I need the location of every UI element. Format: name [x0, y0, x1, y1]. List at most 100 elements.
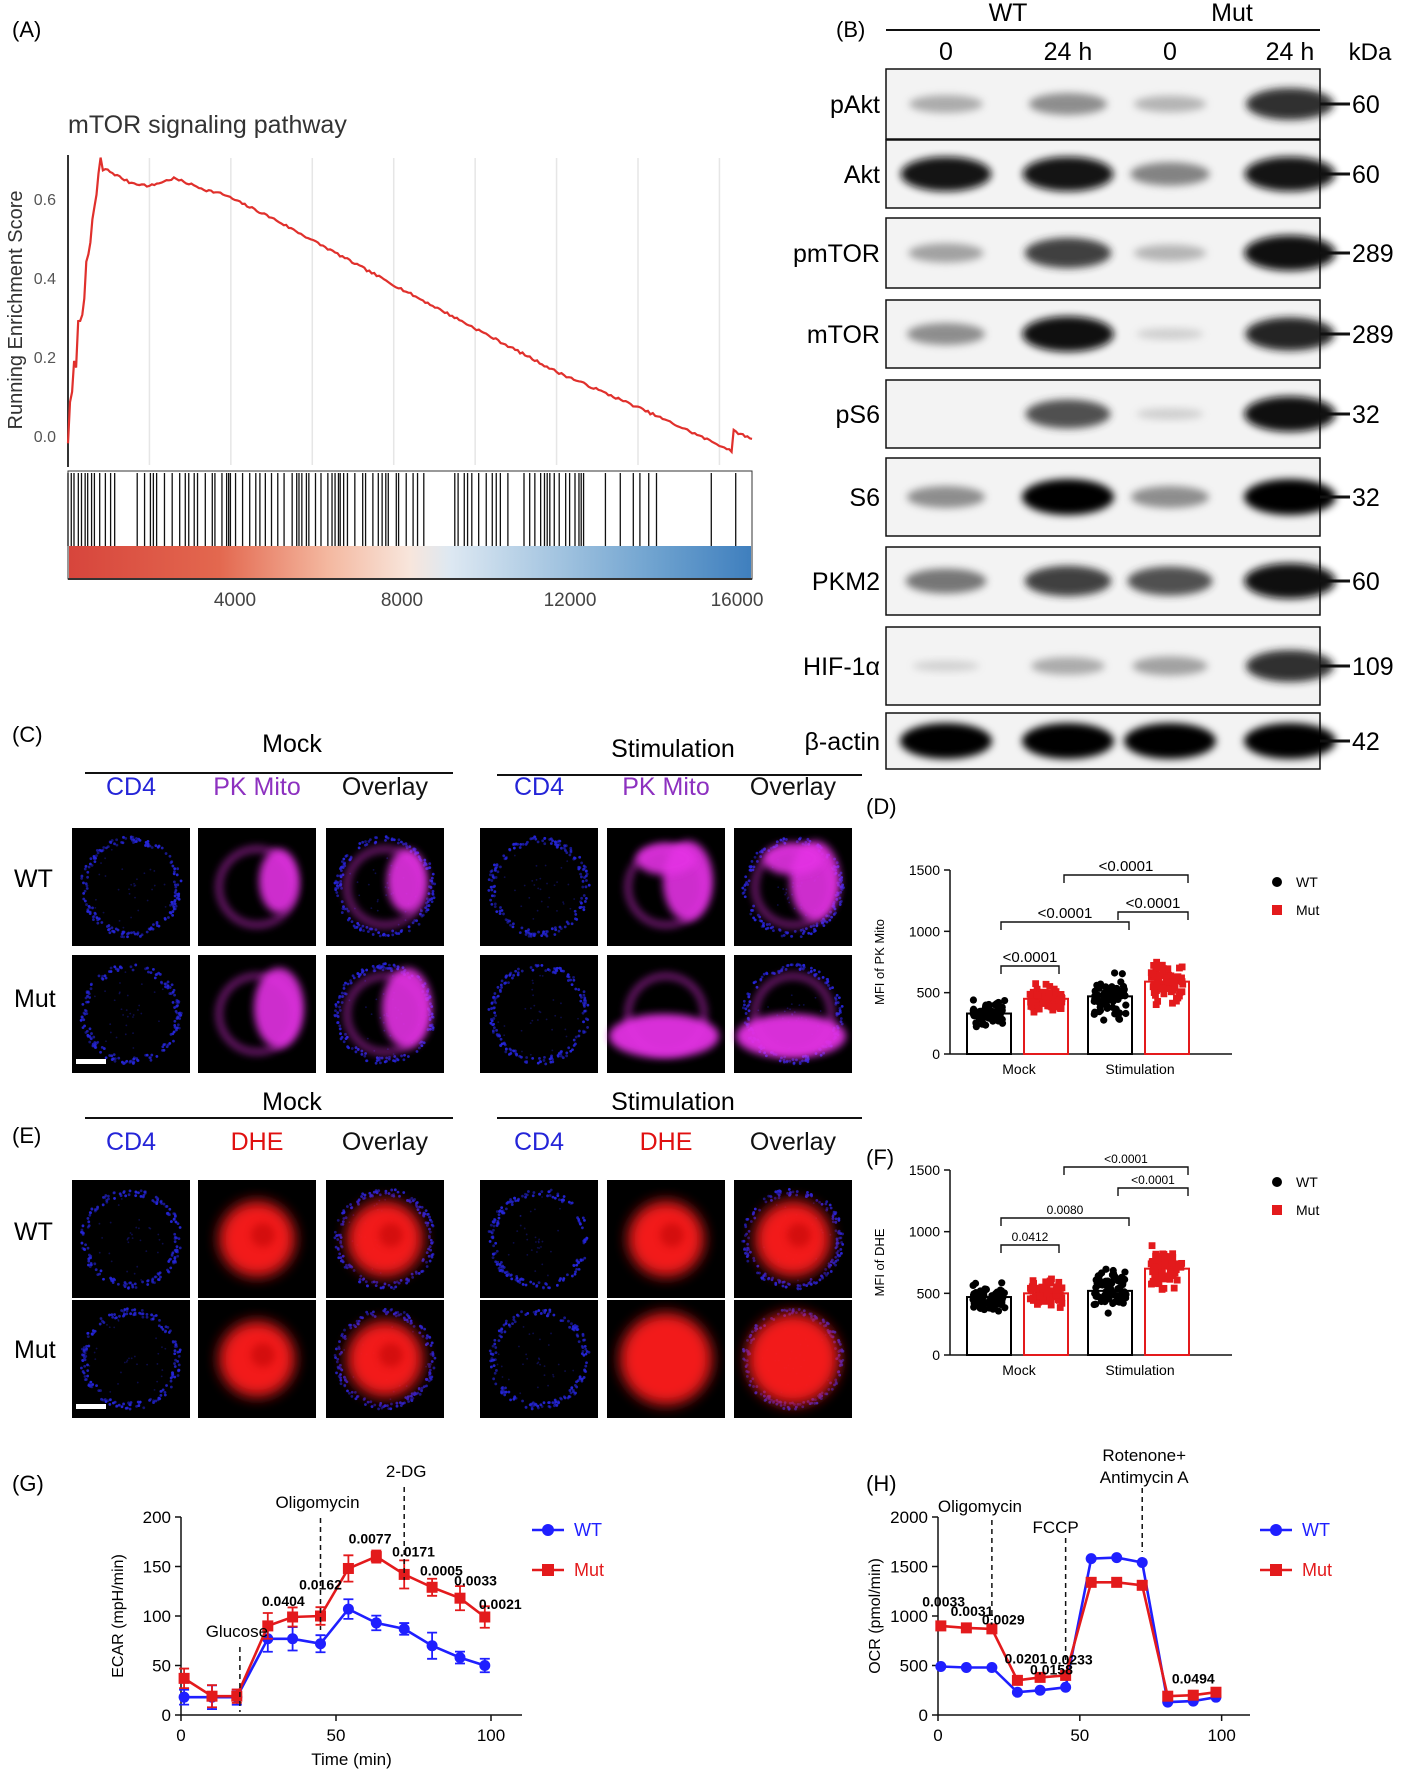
cd4-speck — [767, 1194, 771, 1198]
channel-label: Overlay — [342, 773, 429, 801]
cd4-speck — [817, 970, 821, 974]
cd4-speck — [788, 1059, 792, 1063]
cd4-speck — [788, 1192, 792, 1196]
cd4-speck — [349, 1203, 353, 1206]
cd4-speck — [521, 842, 525, 846]
cd4-speck — [112, 1401, 115, 1405]
cd4-speck — [125, 1309, 129, 1313]
cd4-speck — [368, 927, 372, 931]
cd4-speck — [137, 1191, 140, 1195]
cd4-speck — [125, 1009, 128, 1012]
cd4-speck — [136, 1265, 139, 1268]
cd4-speck — [396, 1310, 400, 1314]
cd4-speck — [117, 1056, 121, 1060]
cd4-speck — [793, 907, 796, 910]
cd4-speck — [372, 868, 375, 871]
data-point — [985, 1000, 993, 1009]
cd4-speck — [83, 1024, 86, 1028]
cd4-speck — [559, 1319, 563, 1323]
cd4-speck — [335, 1013, 339, 1017]
cd4-speck — [580, 896, 584, 900]
data-point — [1051, 1003, 1058, 1011]
cd4-speck — [487, 878, 491, 882]
legend-label: Mut — [574, 1560, 604, 1580]
cd4-speck — [345, 1380, 349, 1384]
data-point — [1158, 1285, 1166, 1293]
cd4-speck — [532, 1310, 536, 1314]
cd4-speck — [84, 1243, 87, 1247]
cd4-speck — [140, 1308, 144, 1312]
cd4-speck — [569, 907, 572, 910]
data-point — [990, 1015, 998, 1023]
cd4-speck — [493, 863, 496, 867]
cd4-speck — [544, 969, 548, 973]
cd4-speck — [177, 1368, 181, 1372]
cd4-speck — [129, 1401, 133, 1404]
cd4-speck — [550, 1332, 552, 1335]
cd4-speck — [745, 1370, 749, 1373]
cd4-speck — [515, 1053, 519, 1057]
cd4-speck — [122, 1190, 126, 1193]
cd4-speck — [171, 900, 175, 904]
cd4-speck — [80, 1228, 84, 1232]
cd4-speck — [497, 1339, 501, 1343]
cd4-speck — [95, 898, 97, 901]
cd4-speck — [378, 1404, 382, 1407]
cd4-speck — [146, 842, 150, 846]
cd4-speck — [516, 1230, 519, 1233]
cd4-speck — [395, 932, 399, 935]
mito-cluster — [609, 1014, 719, 1058]
data-point — [1033, 991, 1041, 999]
dhe-group-stimulation: Stimulation — [611, 1088, 735, 1116]
cd4-speck — [825, 1207, 829, 1210]
blot-protein-label: pS6 — [836, 401, 880, 429]
blot-group-mut: Mut — [1211, 0, 1253, 27]
cd4-speck — [525, 1353, 528, 1356]
cd4-speck — [356, 881, 359, 884]
cd4-speck — [345, 1266, 349, 1270]
cd4-speck — [838, 900, 842, 904]
cd4-speck — [338, 1340, 341, 1343]
cd4-speck — [398, 1401, 402, 1405]
cd4-speck — [144, 844, 147, 847]
cd4-speck — [104, 1056, 108, 1060]
data-point — [1150, 989, 1158, 996]
cd4-speck — [541, 1196, 543, 1198]
cd4-speck — [820, 921, 824, 925]
cd4-speck — [570, 983, 574, 987]
cd4-speck — [350, 1395, 354, 1398]
cd4-speck — [341, 866, 345, 870]
cd4-speck — [399, 1278, 403, 1282]
cd4-speck — [834, 911, 837, 915]
data-point — [1045, 990, 1053, 997]
cd4-speck — [340, 991, 344, 995]
cd4-speck — [389, 1407, 393, 1411]
cd4-speck — [839, 1020, 843, 1024]
cd4-speck — [354, 1325, 357, 1328]
cd4-speck — [547, 1384, 549, 1387]
p-value-label: 0.0021 — [479, 1596, 522, 1612]
data-point — [231, 1690, 243, 1702]
micrograph — [734, 828, 852, 946]
cd4-speck — [338, 1024, 342, 1028]
cd4-speck — [136, 1381, 139, 1384]
blot-band — [1133, 95, 1207, 113]
cd4-speck — [433, 1356, 437, 1360]
cd4-speck — [398, 1194, 401, 1198]
y-tick-label: 100 — [143, 1607, 171, 1626]
cd4-speck — [573, 856, 577, 860]
cd4-speck — [158, 1271, 162, 1275]
cd4-speck — [538, 1056, 541, 1060]
cd4-speck — [490, 1001, 494, 1005]
cd4-speck — [832, 1210, 836, 1214]
cd4-speck — [88, 1364, 91, 1367]
cd4-speck — [108, 931, 112, 935]
cd4-speck — [339, 1256, 343, 1260]
cd4-speck — [177, 1354, 181, 1358]
data-point — [1034, 1684, 1046, 1696]
cd4-speck — [802, 1283, 806, 1287]
cd4-speck — [578, 906, 582, 909]
cd4-speck — [340, 1332, 344, 1336]
cd4-speck — [536, 1251, 538, 1253]
cd4-speck — [356, 1048, 360, 1051]
